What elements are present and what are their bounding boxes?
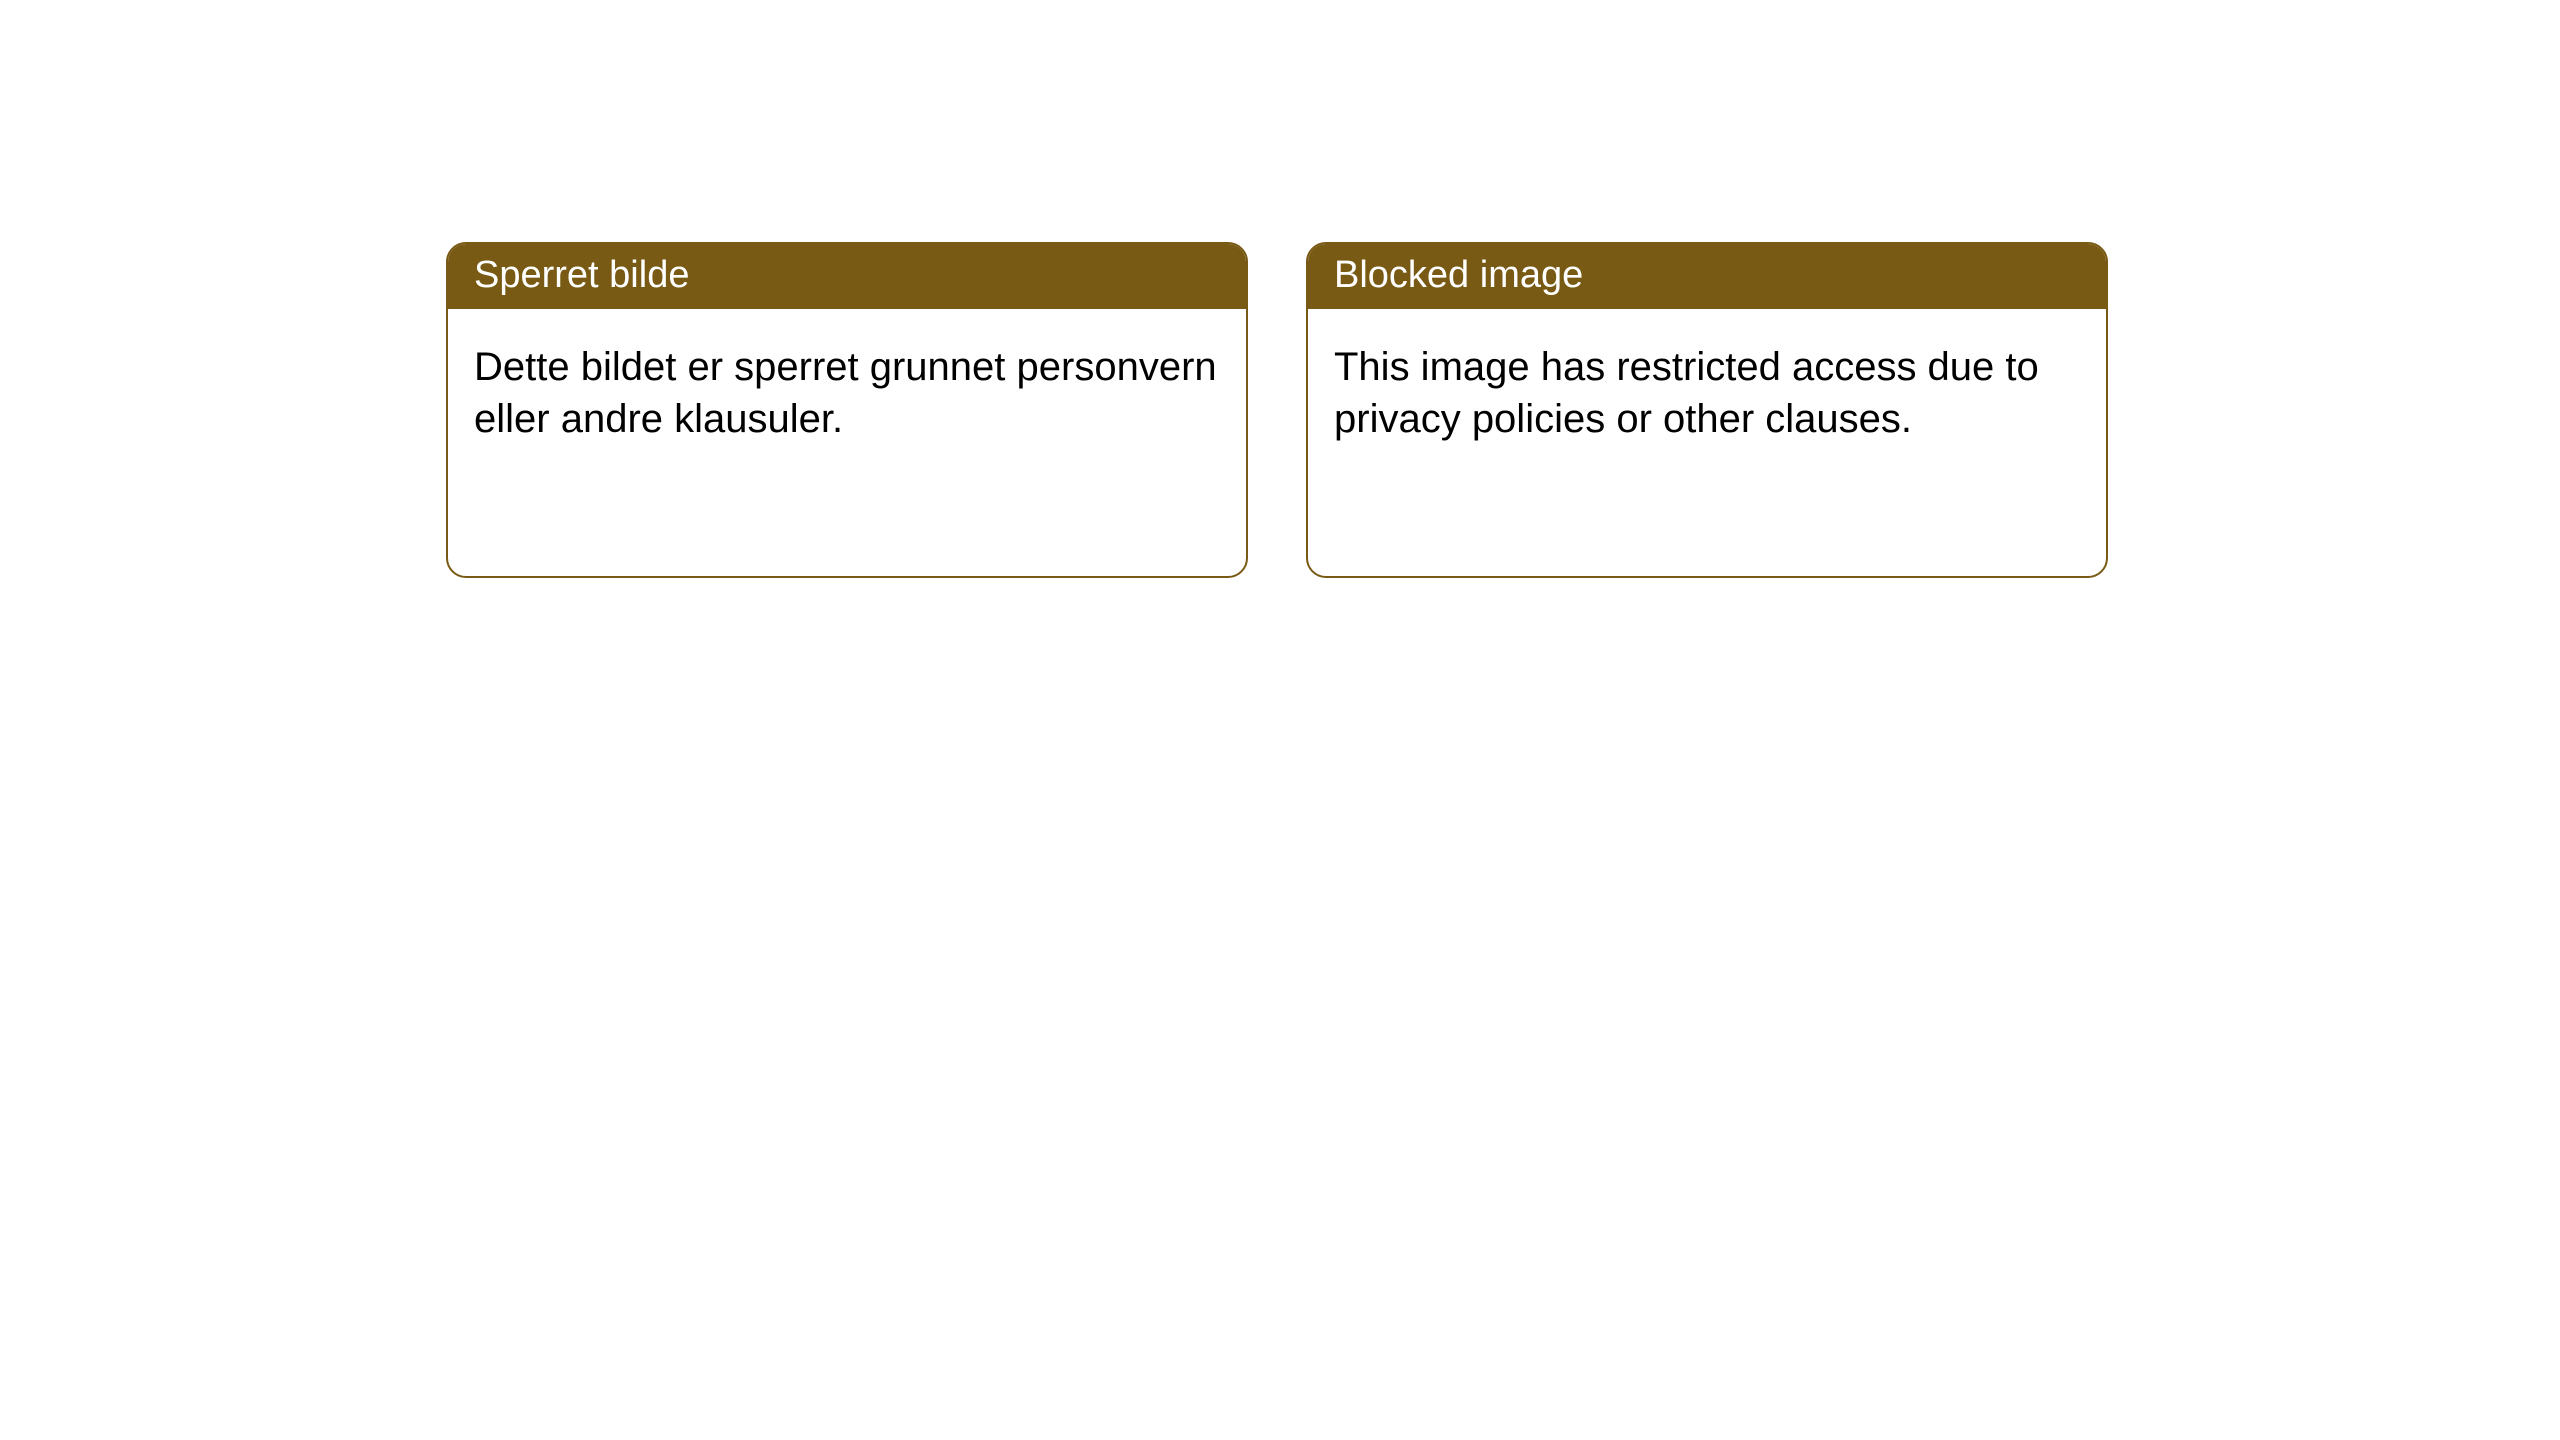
notice-card-body: This image has restricted access due to …: [1308, 309, 2106, 477]
notice-card-title: Sperret bilde: [448, 244, 1246, 309]
notice-card-english: Blocked image This image has restricted …: [1306, 242, 2108, 578]
notice-card-norwegian: Sperret bilde Dette bildet er sperret gr…: [446, 242, 1248, 578]
notice-card-body: Dette bildet er sperret grunnet personve…: [448, 309, 1246, 477]
notice-card-title: Blocked image: [1308, 244, 2106, 309]
notice-cards-container: Sperret bilde Dette bildet er sperret gr…: [446, 242, 2108, 578]
